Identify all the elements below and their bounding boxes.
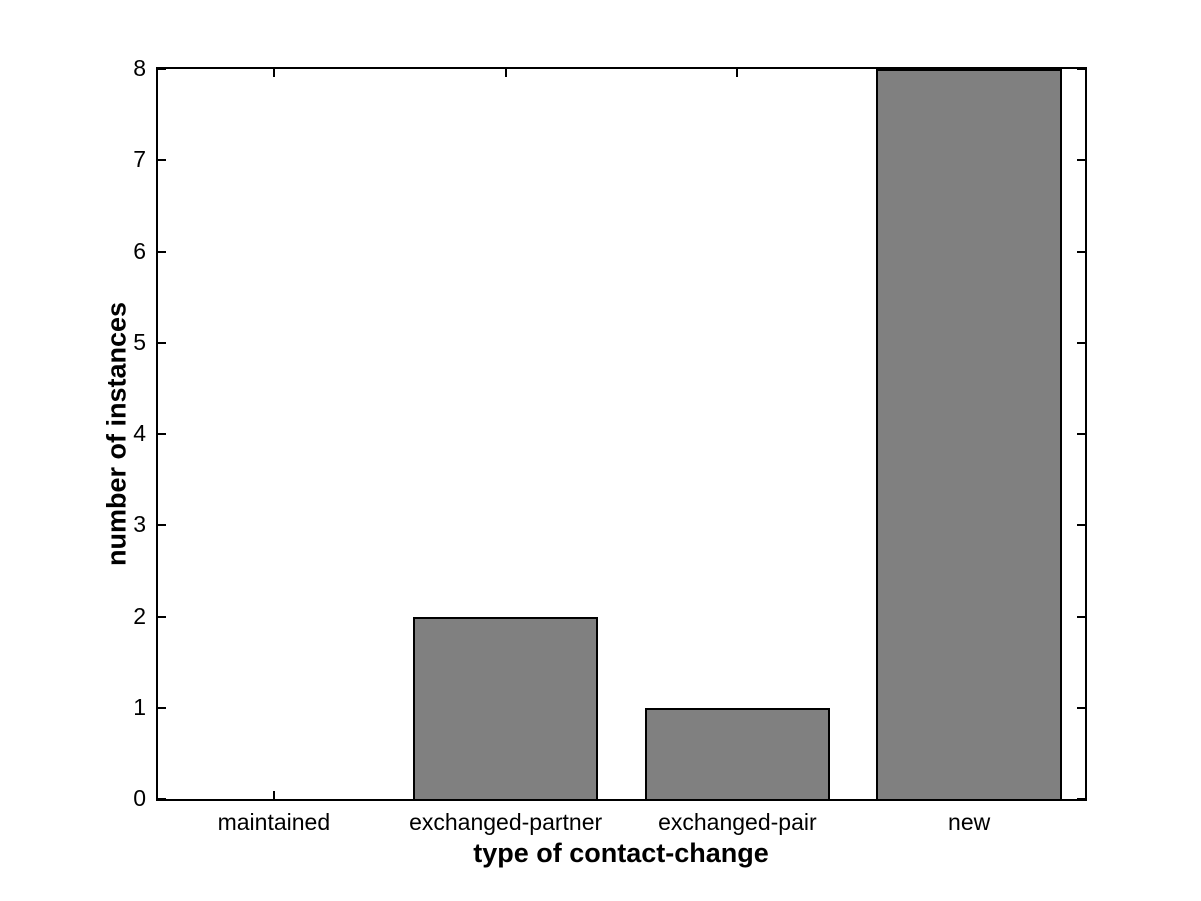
x-tick-label: maintained xyxy=(217,809,331,835)
y-tick-label: 0 xyxy=(133,784,146,811)
bar-exchanged-partner xyxy=(412,616,599,799)
y-tick-label: 7 xyxy=(133,146,146,173)
y-tick-left xyxy=(158,341,166,344)
x-tick-top xyxy=(736,69,739,77)
plot-inner xyxy=(158,68,1085,800)
y-tick-right xyxy=(1077,159,1085,162)
y-tick-label: 2 xyxy=(133,602,146,629)
y-tick-right xyxy=(1077,615,1085,618)
y-tick-right xyxy=(1077,798,1085,800)
plot-area xyxy=(156,67,1087,801)
x-tick-bottom xyxy=(272,791,275,799)
y-tick-right xyxy=(1077,433,1085,435)
y-tick-left xyxy=(158,706,166,709)
x-tick-label: new xyxy=(948,809,991,835)
x-tick-label: exchanged-partner xyxy=(409,809,603,835)
y-tick-label: 5 xyxy=(133,328,146,355)
y-tick-left xyxy=(158,798,166,800)
bar-new xyxy=(876,69,1062,799)
x-tick-label: exchanged-pair xyxy=(658,809,817,835)
y-tick-label: 6 xyxy=(133,237,146,264)
y-tick-left xyxy=(158,433,166,435)
x-tick-top xyxy=(272,69,275,77)
y-tick-right xyxy=(1077,68,1085,70)
y-tick-label: 1 xyxy=(133,693,146,720)
y-tick-left xyxy=(158,524,166,527)
y-tick-left xyxy=(158,159,166,162)
y-axis-label: number of instances xyxy=(101,301,132,567)
x-axis-label: type of contact-change xyxy=(473,838,769,868)
bar-exchanged-pair xyxy=(644,707,831,799)
y-tick-right xyxy=(1077,250,1085,253)
y-tick-label: 4 xyxy=(133,419,146,446)
y-tick-label: 3 xyxy=(133,511,146,538)
y-tick-label: 8 xyxy=(133,54,146,81)
y-tick-right xyxy=(1077,341,1085,344)
x-tick-top xyxy=(504,69,507,77)
y-tick-left xyxy=(158,250,166,253)
y-tick-right xyxy=(1077,524,1085,527)
y-tick-left xyxy=(158,615,166,618)
y-tick-left xyxy=(158,68,166,70)
y-tick-right xyxy=(1077,706,1085,709)
